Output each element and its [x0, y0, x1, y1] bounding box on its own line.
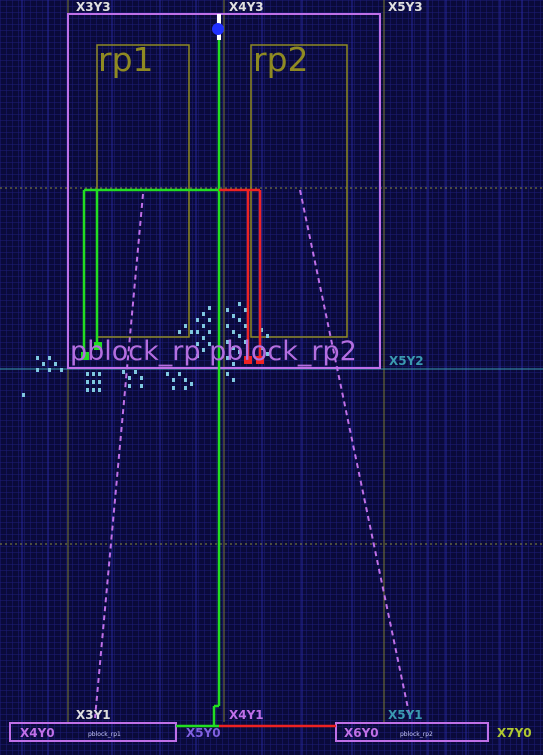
placed-cells	[22, 302, 269, 397]
clock-region-x3y3: X3Y3	[76, 0, 111, 14]
clock-region-x6y0: X6Y0	[344, 726, 379, 740]
pblock-label: pblock_rp pblock_rp2	[70, 336, 357, 367]
fabric-columns	[21, 0, 523, 755]
clock-region-x3y1: X3Y1	[76, 708, 111, 722]
clock-region-x5y0: X5Y0	[186, 726, 221, 740]
pblock-rectangle[interactable]	[67, 13, 381, 369]
net-endpoints	[81, 342, 264, 364]
clock-region-x7y0: X7Y0	[497, 726, 532, 740]
clock-region-x4y0: X4Y0	[20, 726, 55, 740]
pblock-rp1-small-label: pblock_rp1	[88, 731, 121, 738]
clock-region-x4y3: X4Y3	[229, 0, 264, 14]
clock-region-x5y1: X5Y1	[388, 708, 423, 722]
rp2-label: rp2	[253, 40, 309, 79]
clock-region-boundaries	[0, 187, 543, 545]
clock-source-pin[interactable]	[212, 23, 224, 35]
routed-net-red[interactable]	[219, 188, 336, 728]
rp1-label: rp1	[98, 40, 154, 79]
pblock-connections	[94, 189, 411, 719]
routed-net-green[interactable]	[82, 14, 221, 728]
pblock-rp2-small-label: pblock_rp2	[400, 731, 433, 738]
pblock-rp1-bottom[interactable]	[9, 722, 177, 742]
pblock-rp2-bottom[interactable]	[335, 722, 489, 742]
clock-region-x4y1: X4Y1	[229, 708, 264, 722]
clock-region-x5y2: X5Y2	[389, 354, 424, 368]
clock-region-x5y3: X5Y3	[388, 0, 423, 14]
